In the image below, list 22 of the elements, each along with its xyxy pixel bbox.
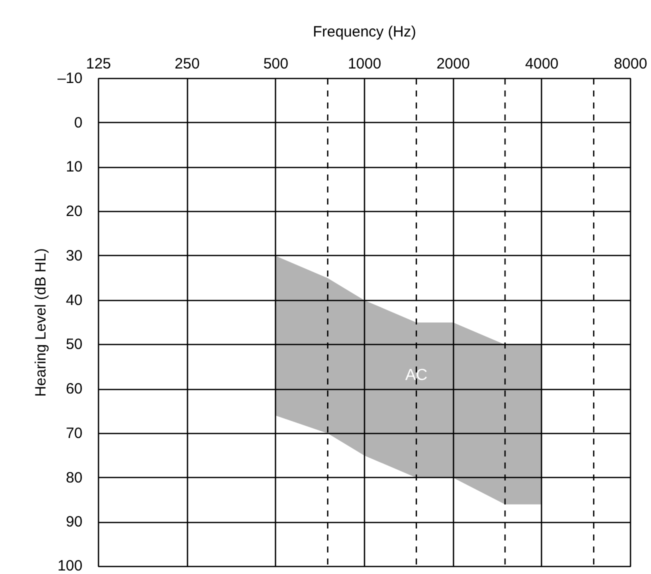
y-tick-label: 50	[66, 336, 83, 354]
x-tick-label: 250	[174, 56, 200, 72]
x-tick-label: 2000	[436, 56, 470, 72]
y-tick-label: 70	[66, 424, 83, 442]
x-tick-label: 125	[86, 56, 112, 72]
y-axis-title: Hearing Level (dB HL)	[32, 248, 50, 397]
x-tick-label: 4000	[525, 56, 559, 72]
y-tick-label: 30	[66, 247, 83, 264]
y-tick-label: 90	[66, 514, 83, 531]
y-tick-label: 0	[74, 114, 82, 132]
y-tick-label: 100	[57, 558, 83, 574]
y-tick-label: 10	[66, 158, 83, 176]
x-tick-label: 8000	[614, 56, 648, 72]
annotation: AC	[405, 367, 428, 384]
x-tick-label: 1000	[348, 56, 382, 72]
y-tick-label: 60	[66, 380, 83, 398]
x-tick-label: 500	[263, 56, 288, 72]
y-tick-label: –10	[57, 70, 83, 87]
y-tick-label: 40	[66, 292, 83, 309]
y-tick-label: 80	[66, 469, 83, 486]
y-tick-label: 20	[66, 203, 83, 220]
x-axis-title: Frequency (Hz)	[312, 24, 416, 40]
